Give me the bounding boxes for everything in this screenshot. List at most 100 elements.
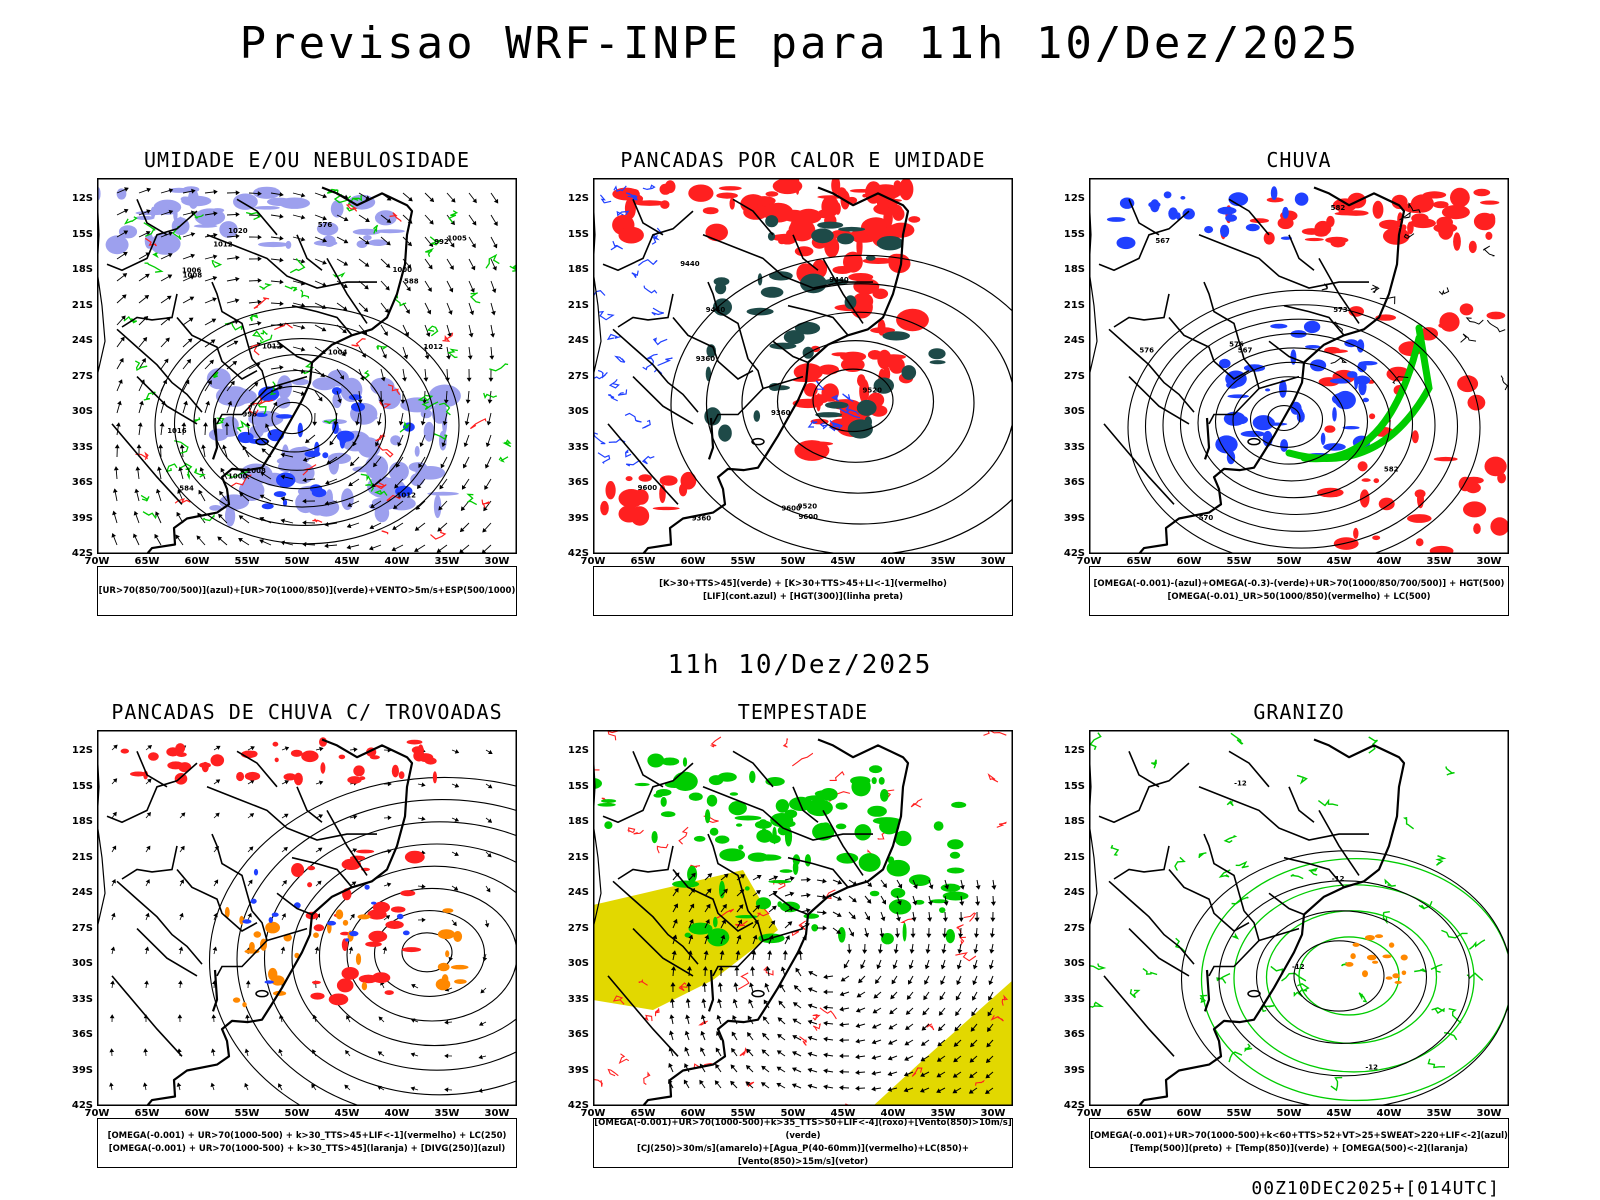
longitude-label: 35W (930, 556, 956, 567)
wind-vectors-head (483, 506, 488, 512)
jet-area-east (873, 980, 1013, 1106)
wind-vectors-15ms-head (761, 1065, 767, 1071)
red-streamlines-line (963, 912, 977, 922)
latitude-label: 15S (1063, 228, 1085, 240)
stream-arrows-head (281, 913, 286, 918)
wind-vectors-head (484, 463, 490, 469)
blue-humidity-north-blob (316, 222, 339, 236)
stream-arrows-head (249, 813, 255, 818)
hgt500-contours-ring (1267, 404, 1301, 432)
latitude-label: 39S (567, 512, 589, 524)
wind-vectors-15ms-head (912, 900, 918, 906)
wind-vectors-15ms-head (777, 1033, 783, 1039)
wind-vectors-15ms-head (776, 1082, 782, 1088)
wind-vectors-15ms-head (669, 998, 675, 1003)
green-humidity-contours-line (134, 360, 148, 372)
longitude-label: 70W (84, 556, 110, 567)
blue-omega-blob (1252, 415, 1275, 431)
red-instability-southwest (600, 471, 697, 526)
wind-vectors-head (217, 536, 223, 541)
wind-vectors-head (486, 421, 492, 426)
wind-vectors-head (450, 242, 455, 248)
border-4 (1168, 316, 1250, 380)
red-thickness-contours-line (249, 343, 260, 356)
wind-vectors-head (155, 511, 160, 516)
wind-vectors-15ms-head (684, 1030, 690, 1036)
blue-lif-contours-line (614, 355, 626, 363)
stream-arrows-head (487, 784, 493, 789)
wind-vectors-head (364, 284, 369, 290)
wind-vectors-15ms-head (872, 1008, 878, 1014)
longitude-label: 50W (780, 1108, 806, 1119)
wind-vectors-15ms-head (850, 914, 856, 920)
blue-lif-contours-line (624, 449, 632, 458)
red-omega-east-blob (1484, 456, 1507, 477)
wind-vectors-15ms-head (702, 982, 708, 987)
green-wind850-north-blob (597, 803, 616, 807)
border-11 (732, 750, 774, 788)
border-8 (291, 856, 353, 888)
contour-labels: 1012101210121012101610081004100099699210… (167, 221, 467, 499)
wind-vectors-15ms-head (839, 1006, 844, 1012)
stream-arrows-head (318, 780, 324, 786)
red-thickness-contours-line (386, 494, 402, 502)
wind-vectors-15ms-head (941, 949, 947, 954)
green-wind850-blob (736, 823, 743, 827)
orange-omega500-blob (1388, 942, 1395, 948)
green-temp850-line (1418, 900, 1433, 910)
red-convection-north-blob (166, 747, 180, 757)
red-convection-central-blob (358, 974, 378, 984)
wind-vectors-15ms-head (970, 1026, 976, 1032)
wind-vectors-head (196, 535, 201, 540)
border-0 (1198, 234, 1369, 289)
border-0 (1198, 786, 1369, 841)
green-wind850-blob (933, 821, 944, 831)
red-convection-central-blob (401, 947, 422, 953)
green-humidity-contours-line (140, 494, 150, 502)
green-humidity-contours-line (489, 363, 509, 372)
wind-vectors-15ms-head (871, 1070, 876, 1076)
blue-omega-north-blob (1217, 206, 1237, 215)
wind-vectors-head (155, 488, 161, 494)
red-omega-east-blob (1463, 501, 1487, 518)
wind-vectors-head (347, 502, 353, 507)
red-convection-north-blob (244, 771, 261, 781)
red-instability-south-blob (857, 374, 866, 387)
red-convection-north-blob (347, 776, 362, 784)
wind-vectors-15ms-head (672, 918, 678, 924)
red-omega-east-blob (1378, 497, 1395, 511)
andes-border (97, 193, 106, 381)
red-instability-southwest-blob (600, 500, 609, 516)
green-temp850-line (1174, 856, 1186, 871)
red-instability-north-blob (899, 178, 914, 201)
contour-label: 1000 (228, 473, 248, 481)
border-2 (211, 281, 253, 360)
wind-vectors-head (272, 401, 278, 407)
latitude-label: 27S (71, 370, 93, 382)
blue-lif-contours-line (642, 356, 655, 371)
blue-lif-contours-2-line (842, 393, 854, 403)
green-wind850-north-blob (717, 772, 737, 782)
red-instability-east-blob (870, 327, 896, 334)
wind-vectors-15ms-head (851, 897, 857, 903)
hgt300-contours (670, 254, 1013, 554)
longitude-label: 30W (980, 1108, 1006, 1119)
wind-vectors-15ms-head (765, 966, 771, 971)
wind-vectors-head (440, 463, 445, 469)
wind-vectors-15ms-head (888, 1040, 893, 1045)
green-temp850-line (1441, 929, 1468, 939)
wind-vectors-15ms-head (790, 876, 795, 882)
stream-arrows-head (110, 980, 115, 985)
wind-vectors-15ms-head (969, 1042, 975, 1048)
stream-arrows-head (487, 818, 493, 823)
dark-blue-humidity-blob (348, 394, 362, 401)
wind-vectors-15ms-head (986, 1042, 992, 1048)
green-wind850-blob (836, 852, 859, 864)
wind-vectors-15ms-head (686, 982, 692, 987)
jet-area-west (593, 870, 778, 1010)
green-humidity-contours-line (417, 394, 434, 402)
wind-vectors-15ms-head (862, 949, 868, 954)
stream-arrows-head (179, 879, 184, 884)
wind-vectors-15ms-head (717, 998, 723, 1003)
red-streamlines-line (812, 1013, 821, 1021)
